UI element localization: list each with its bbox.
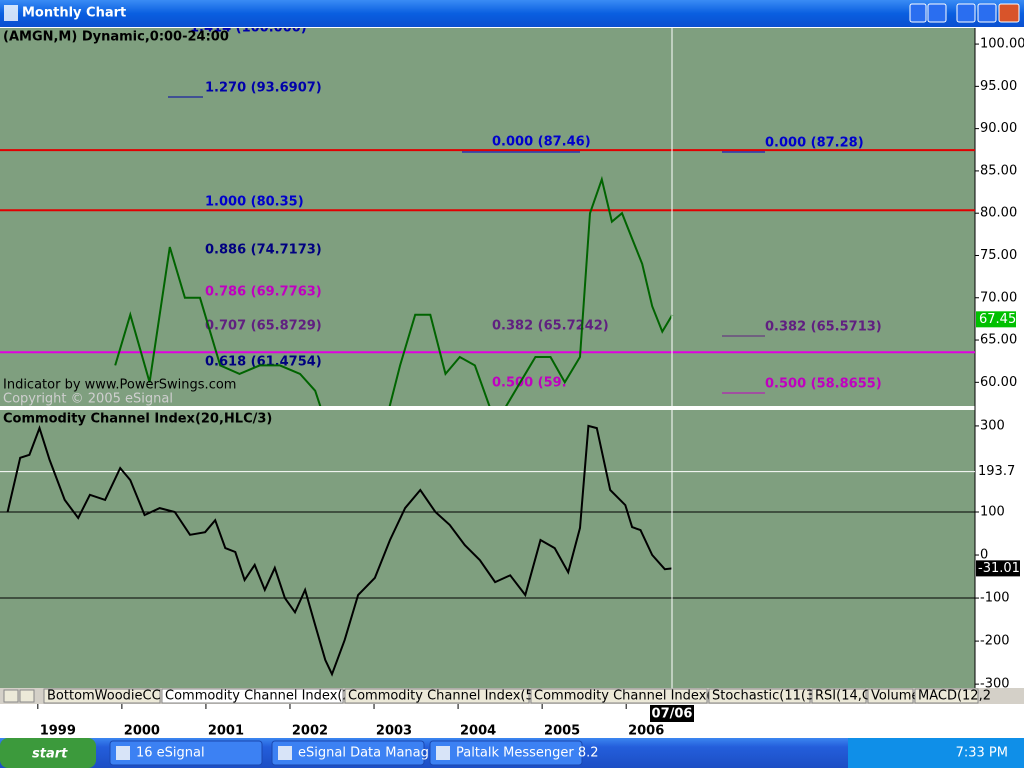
last-price-label: 67.45 (979, 312, 1016, 327)
y-tick-label: 80.00 (980, 206, 1017, 221)
fib-label: 0.707 (65.8729) (205, 319, 322, 334)
menu-button[interactable] (909, 3, 927, 23)
fib-label: 0.382 (65.7242) (492, 319, 609, 334)
fib-label: 0.886 (74.7173) (205, 243, 322, 258)
cursor-label: 07/06 (652, 707, 693, 722)
window-title: Monthly Chart (22, 6, 126, 21)
taskbar-item[interactable] (271, 740, 425, 766)
value-box (976, 463, 1020, 480)
fib-label: 0.786 (69.7763) (205, 285, 322, 300)
fib-label: 1.000 (80.35) (205, 195, 304, 210)
tab-label[interactable]: MACD(12,2 (918, 689, 991, 704)
y-tick-label: 90.00 (980, 121, 1017, 136)
cci-panel (0, 410, 975, 688)
fib-label: 0.382 (65.5713) (765, 320, 882, 335)
fib-label: 0.500 (58.8655) (765, 377, 882, 392)
value-box-label: -31.01 (978, 561, 1020, 576)
tab-label[interactable]: Commodity Channel Index(50,HLC/3) (348, 689, 590, 704)
copyright: Copyright © 2005 eSignal (3, 392, 173, 407)
x-tick-label: 2006 (628, 724, 664, 739)
panel-title: (AMGN,M) Dynamic,0:00-24:00 (3, 30, 229, 45)
restore-button[interactable] (927, 3, 947, 23)
series-line (6, 424, 673, 677)
scroll-right[interactable] (19, 689, 35, 703)
x-tick-label: 2000 (124, 724, 160, 739)
y-tick-label: -300 (980, 677, 1010, 692)
time-axis (0, 704, 1024, 738)
y-tick-label: -100 (980, 591, 1010, 606)
taskbar-item[interactable] (429, 740, 583, 766)
start-label[interactable]: start (32, 747, 68, 762)
y-tick-label: -200 (980, 634, 1010, 649)
fib-label: 0.500 (59. (492, 376, 567, 391)
y-tick-label: 70.00 (980, 290, 1017, 305)
tab[interactable] (914, 688, 979, 704)
series-line (114, 175, 674, 406)
maximize-button[interactable] (977, 3, 997, 23)
last-price-box (976, 311, 1016, 328)
system-tray (848, 738, 1024, 768)
panel-title: Commodity Channel Index(20,HLC/3) (3, 412, 272, 427)
y-tick-label: 0 (980, 548, 988, 563)
scroll-left[interactable] (3, 689, 19, 703)
title-bar (0, 0, 1024, 27)
tab-label[interactable]: RSI(14,C) (815, 689, 876, 704)
taskbar-icon[interactable] (278, 746, 292, 760)
taskbar-item[interactable] (109, 740, 263, 766)
tab-label[interactable]: Volume (871, 689, 919, 704)
clock: 7:33 PM (956, 746, 1008, 761)
price-panel (0, 28, 975, 406)
value-box (976, 560, 1020, 577)
x-tick-label: 2005 (544, 724, 580, 739)
fib-label: 0.000 (87.46) (492, 135, 591, 150)
tab[interactable] (708, 688, 811, 704)
tab[interactable] (867, 688, 914, 704)
y-tick-label: 95.00 (980, 79, 1017, 94)
y-tick-label: 100 (980, 504, 1005, 519)
y-tick-label: 300 (980, 418, 1005, 433)
tab[interactable] (344, 688, 530, 704)
cursor-box (650, 705, 694, 722)
value-box-label: 193.7 (978, 464, 1015, 479)
tab-label[interactable]: Stochastic(11(3),3) (712, 689, 837, 704)
watermark: Indicator by www.PowerSwings.com (3, 378, 236, 393)
fib-label: 0.000 (87.28) (765, 136, 864, 151)
fib-label: 1.414 (100.000) (190, 21, 307, 36)
x-tick-label: 2004 (460, 724, 496, 739)
x-tick-label: 1999 (40, 724, 76, 739)
y-tick-label: 65.00 (980, 333, 1017, 348)
taskbar-label[interactable]: eSignal Data Manager (298, 746, 443, 761)
panel-separator (0, 406, 975, 410)
start-button[interactable] (0, 738, 96, 768)
tab[interactable] (530, 688, 708, 704)
tab-label[interactable]: BottomWoodieCCI 1.21 (47, 689, 198, 704)
x-tick-label: 2003 (376, 724, 412, 739)
tab[interactable] (43, 688, 161, 704)
tab[interactable] (161, 688, 344, 704)
app-icon (4, 5, 18, 21)
y-tick-label: 60.00 (980, 375, 1017, 390)
plot-group: 1.414 (100.000) 1.270 (93.6907) 0.000 (87.… (0, 21, 975, 406)
fib-label: 0.618 (61.4754) (205, 355, 322, 370)
tab[interactable] (811, 688, 867, 704)
fib-label: 1.270 (93.6907) (205, 81, 322, 96)
y-tick-label: 100.00 (980, 37, 1024, 52)
close-button[interactable] (998, 3, 1020, 23)
minimize-button[interactable] (956, 3, 976, 23)
taskbar-icon[interactable] (116, 746, 130, 760)
x-tick-label: 2002 (292, 724, 328, 739)
plot-group (0, 424, 975, 677)
y-tick-label: 75.00 (980, 248, 1017, 263)
taskbar-label[interactable]: 16 eSignal (136, 746, 205, 761)
taskbar-label[interactable]: Paltalk Messenger 8.2 (456, 746, 599, 761)
x-tick-label: 2001 (208, 724, 244, 739)
taskbar-icon[interactable] (436, 746, 450, 760)
y-tick-label: 85.00 (980, 163, 1017, 178)
